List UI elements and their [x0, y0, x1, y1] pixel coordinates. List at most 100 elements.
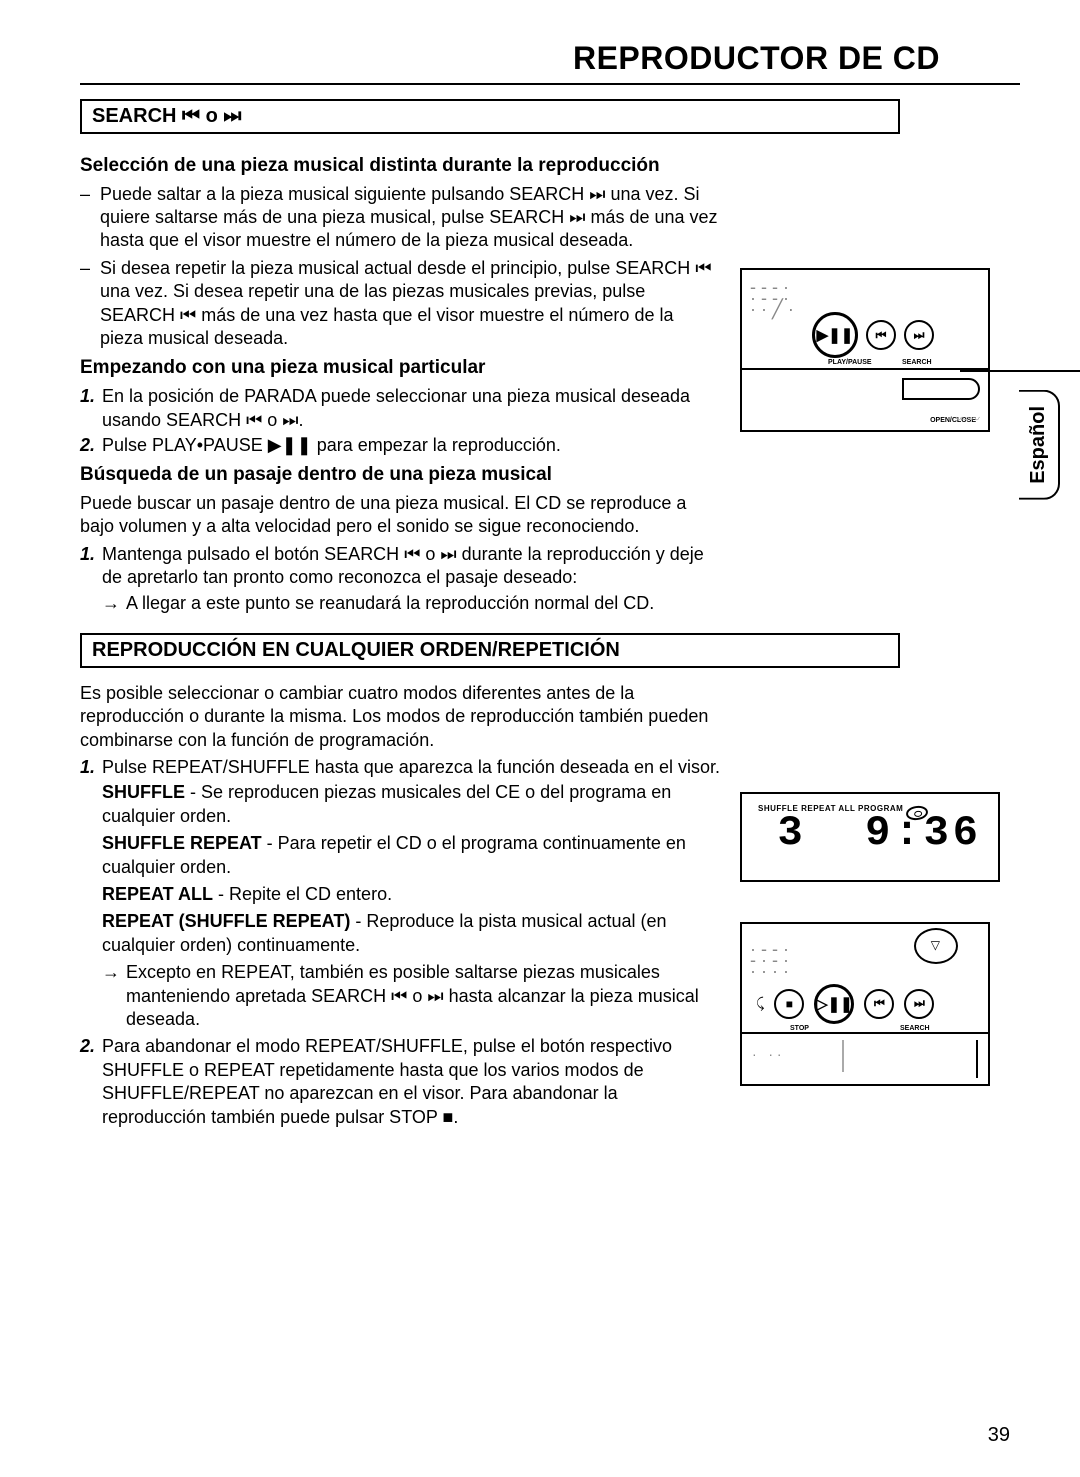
- device-sketch-edge: 〰〰: [956, 410, 980, 427]
- header-search-text: SEARCH: [92, 105, 182, 127]
- device-sketch-lines: · - - ·- · - ·· · · ·: [750, 944, 789, 976]
- num-marker: 2.: [80, 1035, 102, 1129]
- num-marker: 1.: [80, 756, 102, 779]
- sub1-item2-body: Si desea repetir la pieza musical actual…: [100, 257, 720, 351]
- s2-intro: Es posible seleccionar o cambiar cuatro …: [80, 682, 720, 752]
- language-tab-line: [960, 370, 1080, 372]
- t: para empezar la reproducción.: [312, 435, 561, 455]
- prev-button-icon: ⏮: [864, 989, 894, 1019]
- next-icon: ⏭: [569, 207, 585, 227]
- pause-icon: ❚❚: [282, 435, 312, 455]
- section-header-search: SEARCH ⏮ o ⏭: [80, 99, 900, 134]
- section1-text: Selección de una pieza musical distinta …: [80, 148, 720, 619]
- next-icon: ⏭: [589, 184, 605, 204]
- mode-shuffle: SHUFFLE - Se reproducen piezas musicales…: [102, 781, 720, 828]
- t: Para abandonar el modo REPEAT/SHUFFLE, p…: [102, 1036, 672, 1126]
- next-button-icon: ⏭: [904, 989, 934, 1019]
- sub1-item1: – Puede saltar a la pieza musical siguie…: [80, 183, 720, 253]
- prev-icon: ⏮: [391, 986, 407, 1006]
- tuner-arrow-icon: ⤹: [756, 995, 764, 1012]
- vol-indicator-icon: ▽: [931, 938, 940, 952]
- lcd-display-figure: SHUFFLE REPEAT ALL PROGRAM 3 9:36: [740, 792, 1000, 882]
- dash-marker: –: [80, 183, 100, 253]
- num-marker: 1.: [80, 543, 102, 590]
- mode-label: SHUFFLE REPEAT: [102, 833, 262, 853]
- sub2-step1: 1. En la posición de PARADA puede selecc…: [80, 385, 720, 432]
- device-figure-1: - - - ·· - - ·· · ╱ · ▶❚❚ ⏮ ⏭ PLAY/PAUSE…: [740, 268, 990, 432]
- device-sketch-lines: - - - ·· - - ·· · ╱ ·: [750, 282, 794, 314]
- sub2-title: Empezando con una pieza musical particul…: [80, 356, 720, 381]
- sub2-step1-body: En la posición de PARADA puede seleccion…: [102, 385, 720, 432]
- next-icon: ⏭: [440, 544, 456, 564]
- t: o: [407, 986, 427, 1006]
- next-icon: ⏭: [427, 986, 443, 1006]
- t: Pulse PLAY: [102, 435, 197, 455]
- mode-text: - Repite el CD entero.: [213, 884, 392, 904]
- display-readout: 3 9:36: [758, 809, 982, 857]
- mode-shuffle-repeat: SHUFFLE REPEAT - Para repetir el CD o el…: [102, 832, 720, 879]
- t: Si desea repetir la pieza musical actual…: [100, 258, 695, 278]
- display-track: 3: [778, 809, 807, 857]
- stop-button-icon: ■: [774, 989, 804, 1019]
- t: .: [453, 1107, 458, 1127]
- t: o: [420, 544, 440, 564]
- title-rule: [80, 83, 1020, 85]
- t: Mantenga pulsado el botón SEARCH: [102, 544, 404, 564]
- sub1-title: Selección de una pieza musical distinta …: [80, 154, 720, 179]
- openclose-button: [902, 378, 980, 400]
- arrow-marker: →: [102, 592, 126, 615]
- sub1-item1-body: Puede saltar a la pieza musical siguient…: [100, 183, 720, 253]
- prev-button-icon: ⏮: [866, 320, 896, 350]
- prev-icon: ⏮: [246, 410, 262, 430]
- device-dots: · · ·: [752, 1046, 782, 1062]
- next-icon: ⏭: [282, 410, 298, 430]
- sub2-step2-body: Pulse PLAY•PAUSE ▶❚❚ para empezar la rep…: [102, 434, 720, 457]
- mode-label: REPEAT (SHUFFLE REPEAT): [102, 911, 350, 931]
- mode-repeat: REPEAT (SHUFFLE REPEAT) - Reproduce la p…: [102, 910, 720, 957]
- search-label: SEARCH: [900, 1025, 930, 1032]
- s2-step1: 1. Pulse REPEAT/SHUFFLE hasta que aparez…: [80, 756, 720, 779]
- sub3-arrow-body: A llegar a este punto se reanudará la re…: [126, 592, 720, 615]
- prev-icon: ⏮: [182, 105, 200, 127]
- num-marker: 1.: [80, 385, 102, 432]
- t: Puede saltar a la pieza musical siguient…: [100, 184, 589, 204]
- sub3-title: Búsqueda de un pasaje dentro de una piez…: [80, 463, 720, 488]
- disc-icon: [905, 804, 929, 821]
- language-tab: Español: [1019, 390, 1060, 500]
- section2-text: Es posible seleccionar o cambiar cuatro …: [80, 682, 720, 1131]
- next-icon: ⏭: [223, 105, 241, 127]
- sub3-step1-body: Mantenga pulsado el botón SEARCH ⏮ o ⏭ d…: [102, 543, 720, 590]
- t: o: [262, 410, 282, 430]
- mode-label: SHUFFLE: [102, 782, 185, 802]
- t: .: [299, 410, 304, 430]
- s2-arrow-body: Excepto en REPEAT, también es posible sa…: [126, 961, 720, 1031]
- prev-icon: ⏮: [404, 544, 420, 564]
- prev-icon: ⏮: [695, 258, 711, 278]
- sub2-step2: 2. Pulse PLAY•PAUSE ▶❚❚ para empezar la …: [80, 434, 720, 457]
- mode-label: REPEAT ALL: [102, 884, 213, 904]
- s2-step1-body: Pulse REPEAT/SHUFFLE hasta que aparezca …: [102, 756, 720, 779]
- device-handle: [976, 1040, 978, 1078]
- sub1-item2: – Si desea repetir la pieza musical actu…: [80, 257, 720, 351]
- sub3-intro: Puede buscar un pasaje dentro de una pie…: [80, 492, 720, 539]
- s2-arrow: → Excepto en REPEAT, también es posible …: [102, 961, 720, 1031]
- device-figure-2: · - - ·- · - ·· · · · ▽ ⤹ ■ ▷❚❚ ⏮ ⏭ STOP…: [740, 922, 990, 1086]
- sub3-arrow: → A llegar a este punto se reanudará la …: [102, 592, 720, 615]
- stop-label: STOP: [790, 1025, 809, 1032]
- sub3-step1: 1. Mantenga pulsado el botón SEARCH ⏮ o …: [80, 543, 720, 590]
- s2-step2: 2. Para abandonar el modo REPEAT/SHUFFLE…: [80, 1035, 720, 1129]
- page-title: REPRODUCTOR DE CD: [80, 40, 1020, 77]
- t: PAUSE: [203, 435, 268, 455]
- mode-text: - Se reproducen piezas musicales del CE …: [102, 782, 671, 825]
- section-header-repeat: REPRODUCCIÓN EN CUALQUIER ORDEN/REPETICI…: [80, 633, 900, 668]
- num-marker: 2.: [80, 434, 102, 457]
- next-button-icon: ⏭: [904, 320, 934, 350]
- arrow-marker: →: [102, 961, 126, 1031]
- page-number: 39: [988, 1424, 1010, 1447]
- s2-step2-body: Para abandonar el modo REPEAT/SHUFFLE, p…: [102, 1035, 720, 1129]
- search-label: SEARCH: [902, 359, 932, 366]
- play-icon: ▶: [268, 435, 282, 455]
- t: En la posición de PARADA puede seleccion…: [102, 386, 690, 429]
- stop-icon: ■: [443, 1107, 454, 1127]
- header-or: o: [200, 105, 223, 127]
